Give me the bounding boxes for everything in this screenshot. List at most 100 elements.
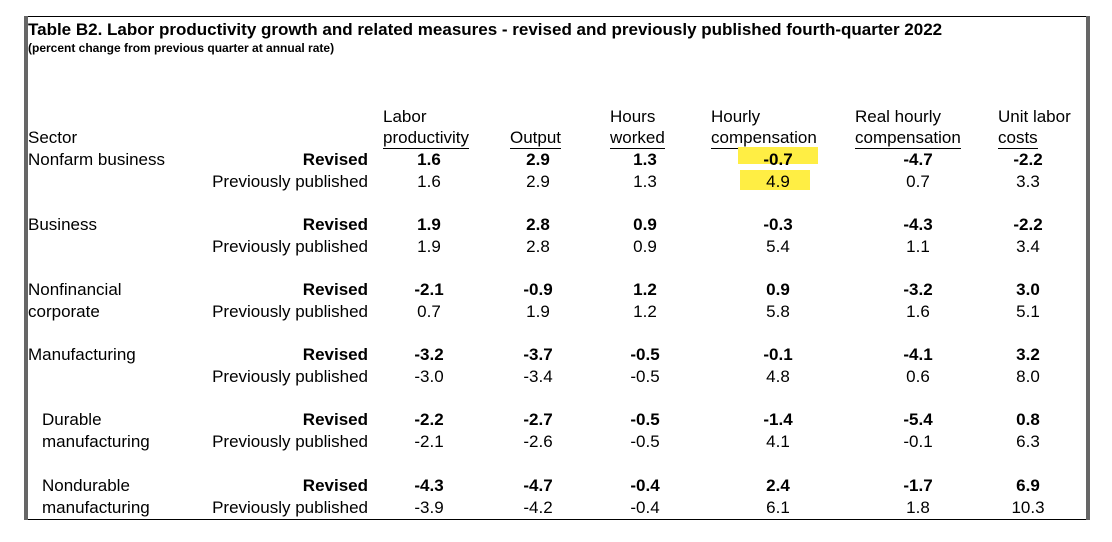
highlight-previous-hourly-compensation: [740, 170, 810, 190]
previous-unit-labor-costs-value: 10.3: [1011, 498, 1045, 517]
sector-name: Nonfarm business: [28, 150, 166, 169]
sector-name: Business: [28, 215, 97, 234]
revised-hours-worked-value: 0.9: [633, 215, 657, 234]
header-unit-labor-costs-line2: costs: [998, 128, 1038, 149]
previous-hours-worked-value: -0.5: [630, 367, 660, 386]
previous-unit-labor-costs-value: 3.4: [1016, 237, 1040, 256]
previous-real-hourly-compensation-value: 0.6: [906, 367, 930, 386]
header-hourly-compensation-line2: compensation: [711, 128, 817, 149]
previous-hours-worked-value: 1.2: [633, 302, 657, 321]
previous-output-value: 2.8: [526, 237, 550, 256]
revised-real-hourly-compensation-value: -4.1: [903, 345, 933, 364]
revised-hours-worked-value: -0.5: [630, 345, 660, 364]
revised-hourly-compensation-value: 0.9: [766, 280, 790, 299]
revised-label: Revised: [302, 476, 368, 495]
header-unit-labor-costs-line1: Unit labor: [998, 107, 1071, 126]
highlight-revised-hourly-compensation: [738, 147, 818, 164]
revised-output-value: 2.9: [526, 150, 550, 169]
header-hours-worked-line2: worked: [610, 128, 665, 149]
header-hours-worked-line1: Hours: [610, 107, 656, 126]
header-labor-productivity-line1: Labor: [383, 107, 427, 126]
revised-hours-worked-value: 1.3: [633, 150, 657, 169]
sector-name: Durable: [42, 410, 102, 429]
frame-right-border: [1086, 16, 1090, 520]
previous-labor-productivity-value: -3.9: [414, 498, 444, 517]
revised-real-hourly-compensation-value: -4.7: [903, 150, 933, 169]
previous-unit-labor-costs-value: 5.1: [1016, 302, 1040, 321]
revised-unit-labor-costs-value: -2.2: [1013, 150, 1043, 169]
previous-output-value: 1.9: [526, 302, 550, 321]
previously-published-label: Previously published: [212, 302, 368, 321]
previous-hourly-compensation-value: 6.1: [766, 498, 790, 517]
revised-labor-productivity-value: -4.3: [414, 476, 444, 495]
revised-labor-productivity-value: 1.9: [417, 215, 441, 234]
previously-published-label: Previously published: [212, 172, 368, 191]
revised-hourly-compensation-value: 2.4: [766, 476, 790, 495]
previous-hourly-compensation-value: 4.1: [766, 432, 790, 451]
previous-hours-worked-value: 1.3: [633, 172, 657, 191]
revised-output-value: -4.7: [523, 476, 553, 495]
previous-hourly-compensation-value: 4.9: [766, 172, 790, 191]
previous-real-hourly-compensation-value: 1.8: [906, 498, 930, 517]
previously-published-label: Previously published: [212, 237, 368, 256]
revised-unit-labor-costs-value: 3.2: [1016, 345, 1040, 364]
header-hourly-compensation-line1: Hourly: [711, 107, 761, 126]
previous-unit-labor-costs-value: 6.3: [1016, 432, 1040, 451]
revised-label: Revised: [302, 150, 368, 169]
previous-labor-productivity-value: 0.7: [417, 302, 441, 321]
revised-hourly-compensation-value: -1.4: [763, 410, 793, 429]
revised-real-hourly-compensation-value: -1.7: [903, 476, 933, 495]
revised-output-value: -3.7: [523, 345, 553, 364]
header-sector: Sector: [28, 128, 78, 147]
sector-name: Nonfinancial: [28, 280, 122, 299]
previous-real-hourly-compensation-value: 0.7: [906, 172, 930, 191]
revised-unit-labor-costs-value: 3.0: [1016, 280, 1040, 299]
previously-published-label: Previously published: [212, 432, 368, 451]
revised-labor-productivity-value: -3.2: [414, 345, 444, 364]
revised-label: Revised: [302, 410, 368, 429]
sector-name: Nondurable: [42, 476, 130, 495]
revised-label: Revised: [302, 215, 368, 234]
frame-left-border: [24, 16, 28, 520]
revised-labor-productivity-value: -2.1: [414, 280, 444, 299]
revised-hours-worked-value: 1.2: [633, 280, 657, 299]
header-real-hourly-compensation-line2: compensation: [855, 128, 961, 149]
previously-published-label: Previously published: [212, 367, 368, 386]
previous-hours-worked-value: -0.5: [630, 432, 660, 451]
previous-output-value: 2.9: [526, 172, 550, 191]
previous-output-value: -3.4: [523, 367, 553, 386]
revised-output-value: 2.8: [526, 215, 550, 234]
previous-hourly-compensation-value: 4.8: [766, 367, 790, 386]
previous-output-value: -4.2: [523, 498, 553, 517]
revised-unit-labor-costs-value: -2.2: [1013, 215, 1043, 234]
revised-real-hourly-compensation-value: -3.2: [903, 280, 933, 299]
revised-unit-labor-costs-value: 6.9: [1016, 476, 1040, 495]
sector-name: manufacturing: [42, 432, 150, 451]
previous-labor-productivity-value: -2.1: [414, 432, 444, 451]
previous-output-value: -2.6: [523, 432, 553, 451]
previous-hours-worked-value: 0.9: [633, 237, 657, 256]
previous-unit-labor-costs-value: 8.0: [1016, 367, 1040, 386]
revised-hourly-compensation-value: -0.7: [763, 150, 793, 169]
previous-real-hourly-compensation-value: 1.6: [906, 302, 930, 321]
previous-labor-productivity-value: -3.0: [414, 367, 444, 386]
revised-unit-labor-costs-value: 0.8: [1016, 410, 1040, 429]
previous-labor-productivity-value: 1.6: [417, 172, 441, 191]
previous-hourly-compensation-value: 5.4: [766, 237, 790, 256]
revised-labor-productivity-value: -2.2: [414, 410, 444, 429]
revised-real-hourly-compensation-value: -5.4: [903, 410, 933, 429]
table-title: Table B2. Labor productivity growth and …: [28, 20, 943, 39]
revised-label: Revised: [302, 345, 368, 364]
sector-name: corporate: [28, 302, 100, 321]
revised-label: Revised: [302, 280, 368, 299]
header-output: Output: [510, 128, 562, 149]
revised-output-value: -2.7: [523, 410, 553, 429]
revised-output-value: -0.9: [523, 280, 553, 299]
previous-labor-productivity-value: 1.9: [417, 237, 441, 256]
header-real-hourly-compensation-line1: Real hourly: [855, 107, 941, 126]
sector-name: manufacturing: [42, 498, 150, 517]
revised-real-hourly-compensation-value: -4.3: [903, 215, 933, 234]
revised-hours-worked-value: -0.5: [630, 410, 660, 429]
previously-published-label: Previously published: [212, 498, 368, 517]
previous-hours-worked-value: -0.4: [630, 498, 660, 517]
